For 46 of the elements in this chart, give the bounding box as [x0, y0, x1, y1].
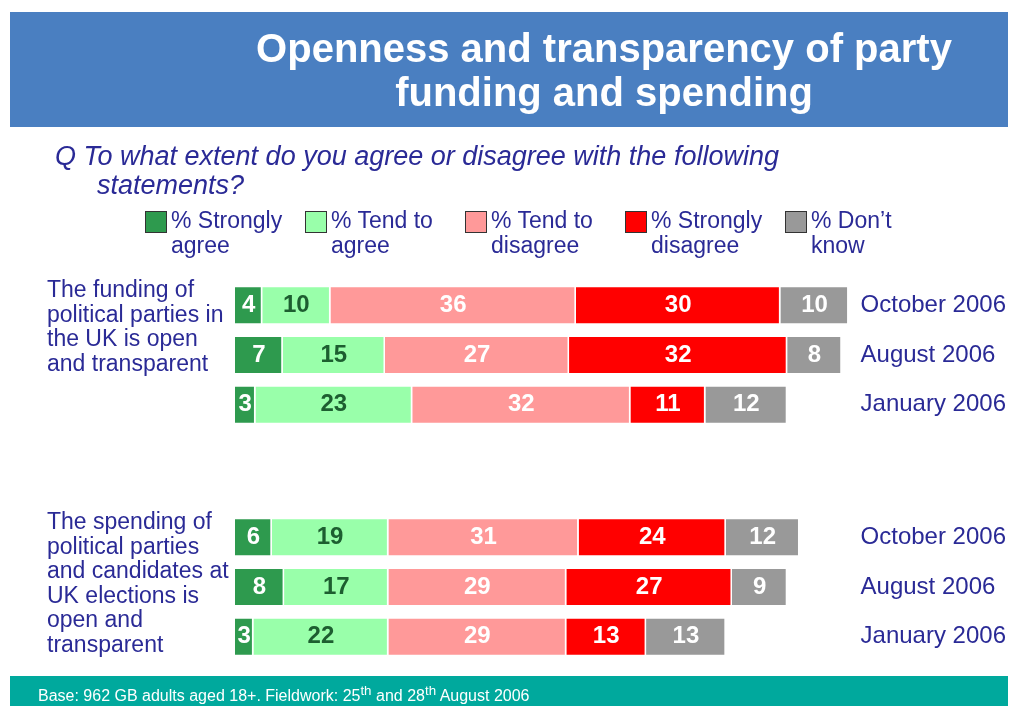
- data-label: 15: [320, 339, 348, 367]
- legend-label: % Strongly agree: [171, 207, 284, 258]
- data-label: 6: [246, 521, 261, 549]
- legend-label: % Don’t know: [811, 207, 893, 258]
- data-label: 9: [752, 571, 767, 599]
- chart-title: Openness and transparency of party funding and spending: [10, 12, 1008, 127]
- data-label: 4: [241, 289, 256, 317]
- data-label: 27: [635, 571, 663, 599]
- data-label: 32: [507, 389, 535, 417]
- data-label: 7: [252, 339, 266, 367]
- data-label: 8: [807, 339, 822, 367]
- legend-label: % Strongly disagree: [651, 207, 764, 258]
- y-tick-label: August 2006: [860, 571, 996, 599]
- data-label: 8: [252, 571, 267, 599]
- data-label: 13: [592, 621, 620, 649]
- legend-label: % Tend to disagree: [491, 207, 594, 258]
- data-label: 17: [322, 571, 350, 599]
- y-tick-label: August 2006: [860, 339, 996, 367]
- data-label: 36: [439, 289, 467, 317]
- y-axis-title: The funding of political parties in the UK is open and transparent: [47, 276, 225, 376]
- data-label: 32: [664, 339, 692, 367]
- data-label: 12: [732, 389, 760, 417]
- data-label: 3: [238, 389, 252, 417]
- data-label: 10: [801, 289, 828, 317]
- data-label: 10: [283, 289, 310, 317]
- data-label: 24: [638, 521, 667, 549]
- data-label: 13: [672, 621, 700, 649]
- data-label: 12: [749, 521, 777, 549]
- data-label: 27: [463, 339, 491, 367]
- data-label: 30: [664, 289, 692, 317]
- data-label: 19: [316, 521, 344, 549]
- y-axis-title: The spending of political parties and candidates at UK elections is open and transparent: [47, 508, 230, 657]
- y-tick-label: January 2006: [860, 621, 1007, 649]
- legend-label: % Tend to agree: [331, 207, 434, 258]
- data-label: 29: [464, 571, 491, 599]
- text: Base: 962 GB adults aged 18+. Fieldwork: 25$^{th}$ and 28$^{th}$ August 2006: [10, 676, 1008, 706]
- data-label: 29: [464, 621, 491, 649]
- data-label: 31: [470, 521, 497, 549]
- y-tick-label: October 2006: [860, 289, 1006, 317]
- y-tick-label: January 2006: [860, 389, 1007, 417]
- data-label: 22: [307, 621, 335, 649]
- y-tick-label: October 2006: [860, 521, 1006, 549]
- data-label: 23: [320, 389, 348, 417]
- data-label: 3: [237, 621, 251, 649]
- chart-subtitle: Q To what extent do you agree or disagree with the following statements?: [55, 141, 780, 200]
- data-label: 11: [655, 389, 681, 417]
